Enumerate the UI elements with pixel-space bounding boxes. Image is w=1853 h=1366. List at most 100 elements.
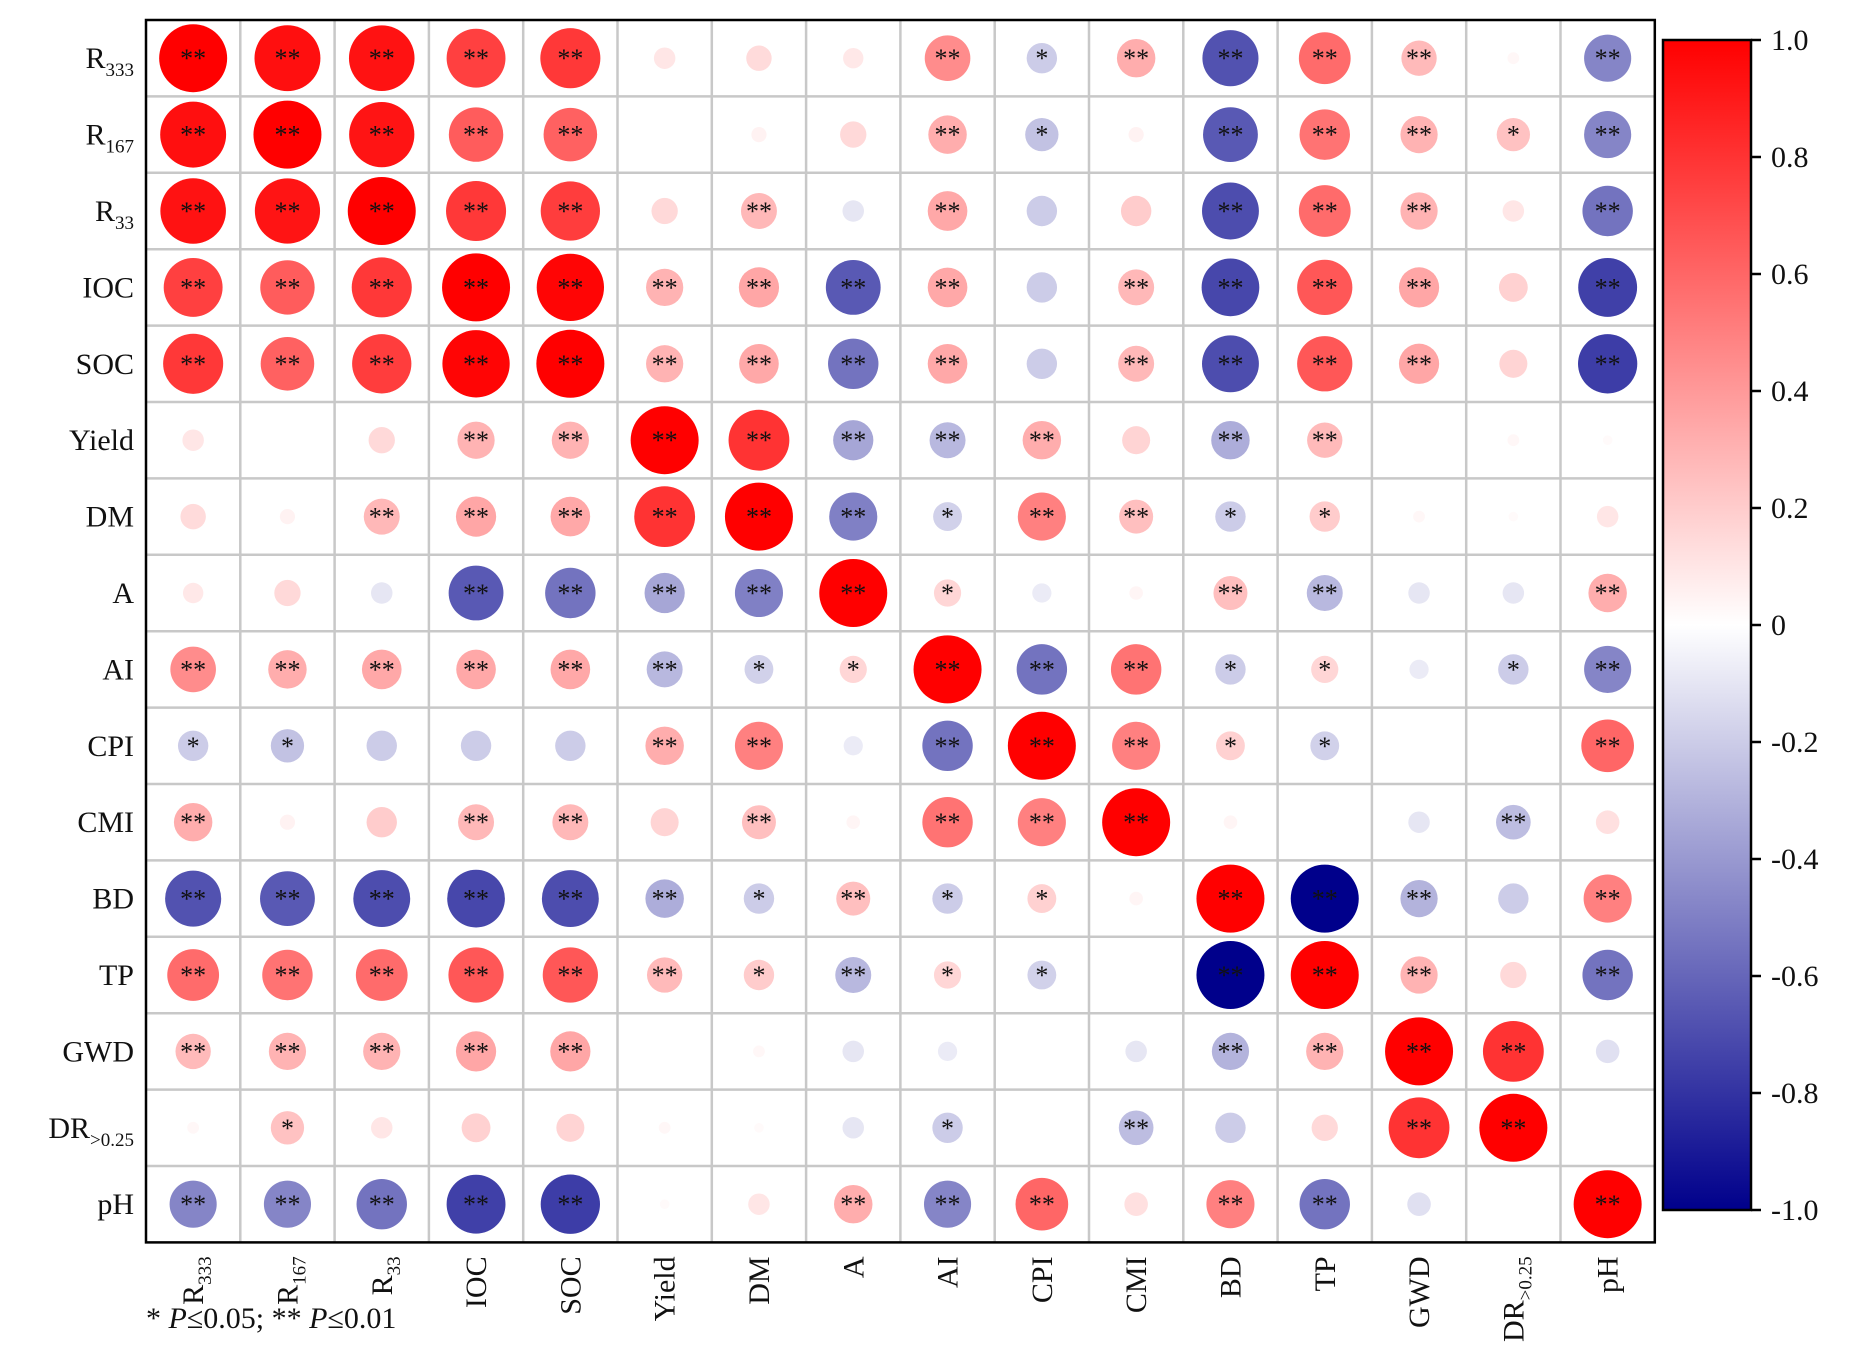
significance-mark: **	[1500, 808, 1526, 837]
row-label: R167	[85, 119, 134, 158]
significance-mark: **	[652, 426, 678, 455]
significance-mark: *	[941, 503, 954, 532]
corr-circle-8-2	[361, 649, 402, 690]
significance-mark: **	[1595, 121, 1621, 150]
corr-circle-12-5	[646, 957, 683, 993]
significance-mark: **	[840, 885, 866, 914]
plot-frame	[144, 18, 1657, 1244]
significance-mark: **	[1123, 503, 1149, 532]
significance-mark: **	[1312, 1190, 1338, 1219]
corr-circle-10-6	[741, 805, 776, 840]
row-label: IOC	[82, 271, 134, 304]
corr-circle-6-3	[455, 496, 497, 537]
colorbar: 1.0 0.8 0.6 0.4 0.2 0 -0.2 -0.4 -0.6 -0.8 -1.0	[1661, 24, 1819, 1227]
significance-mark: **	[180, 197, 206, 226]
significance-mark: **	[1123, 350, 1149, 379]
significance-mark: **	[1123, 655, 1149, 684]
significance-mark: **	[1406, 44, 1432, 73]
significance-mark: **	[274, 1190, 300, 1219]
corr-circle-9-11	[1216, 731, 1245, 761]
significance-mark: **	[935, 655, 961, 684]
corr-circle-4-5	[646, 345, 684, 383]
column-label: AI	[932, 1256, 965, 1288]
corr-circle-3-0	[163, 257, 223, 317]
column-label: CPI	[1026, 1256, 1059, 1303]
significance-mark: **	[557, 655, 583, 684]
corr-circle-11-4	[541, 870, 599, 928]
significance-mark: **	[840, 273, 866, 302]
corr-circle-15-13	[1407, 1192, 1431, 1216]
significance-mark: **	[1123, 1114, 1149, 1143]
corr-circle-6-10	[1119, 499, 1154, 534]
column-label: BD	[1214, 1256, 1247, 1298]
corr-circle-4-2	[352, 334, 412, 394]
corr-circle-14-6	[754, 1122, 764, 1133]
corr-circle-14-12	[1311, 1114, 1338, 1141]
significance-mark: **	[1595, 885, 1621, 914]
corr-circle-10-10	[1102, 788, 1171, 857]
significance-mark: **	[652, 732, 678, 761]
corr-circle-8-8	[913, 635, 982, 704]
significance-mark: **	[1217, 961, 1243, 990]
corr-circle-15-1	[263, 1180, 312, 1228]
significance-mark: *	[752, 961, 765, 990]
significance-mark: **	[935, 426, 961, 455]
corr-circle-5-12	[1307, 422, 1343, 458]
significance-mark: **	[840, 579, 866, 608]
corr-circle-11-0	[165, 870, 222, 927]
corr-circle-11-9	[1027, 884, 1057, 914]
corr-circle-15-10	[1124, 1192, 1148, 1216]
row-label: pH	[97, 1188, 134, 1221]
significance-mark: **	[746, 426, 772, 455]
corr-circle-7-14	[1502, 582, 1525, 604]
corr-circle-12-11	[1196, 941, 1265, 1009]
corr-circle-2-8	[927, 191, 968, 231]
corr-circle-5-2	[368, 427, 395, 454]
significance-mark: **	[1312, 579, 1338, 608]
corr-circle-6-5	[634, 486, 696, 548]
colorbar-tick-label: -0.2	[1771, 726, 1819, 759]
colorbar-tick-label: -1.0	[1771, 1194, 1819, 1227]
corr-circle-12-2	[355, 949, 408, 1001]
corr-circle-6-0	[180, 503, 206, 530]
corr-circle-1-14	[1496, 117, 1531, 152]
corr-circle-5-6	[728, 409, 790, 471]
corr-circle-2-13	[1400, 192, 1438, 230]
corr-circle-6-8	[933, 502, 962, 532]
corr-circle-7-10	[1129, 586, 1143, 600]
corr-circle-7-6	[734, 568, 783, 618]
corr-circle-6-9	[1017, 492, 1066, 541]
significance-mark: *	[187, 732, 200, 761]
corr-circle-14-7	[842, 1117, 865, 1139]
significance-mark: **	[557, 579, 583, 608]
corr-circle-14-5	[658, 1121, 671, 1134]
row-label: CPI	[87, 730, 134, 763]
significance-mark: **	[1217, 121, 1243, 150]
significance-mark: **	[369, 885, 395, 914]
corr-circle-14-3	[461, 1113, 491, 1143]
corr-circle-12-12	[1290, 941, 1359, 1009]
colorbar-tick-label: -0.4	[1771, 843, 1819, 876]
significance-mark: **	[557, 273, 583, 302]
significance-mark: *	[1318, 655, 1331, 684]
corr-circle-5-3	[457, 421, 495, 459]
significance-mark: **	[1217, 1037, 1243, 1066]
corr-circle-4-15	[1578, 334, 1638, 394]
corr-circle-5-9	[1022, 420, 1062, 460]
corr-circle-13-0	[175, 1033, 211, 1070]
corr-circle-9-12	[1310, 731, 1340, 761]
corr-circle-8-7	[839, 655, 867, 684]
corr-circle-3-14	[1498, 272, 1528, 302]
significance-mark: **	[1312, 197, 1338, 226]
significance-mark: *	[1035, 44, 1048, 73]
significance-mark: **	[746, 579, 772, 608]
significance-mark: *	[847, 655, 860, 684]
column-label: TP	[1309, 1256, 1342, 1291]
significance-footnote: * P≤0.05; ** P≤0.01	[146, 1302, 397, 1335]
column-label: Yield	[649, 1256, 682, 1321]
corr-circle-4-11	[1202, 335, 1259, 393]
row-label: TP	[99, 959, 134, 992]
significance-mark: **	[274, 121, 300, 150]
corr-circle-13-14	[1482, 1020, 1544, 1082]
